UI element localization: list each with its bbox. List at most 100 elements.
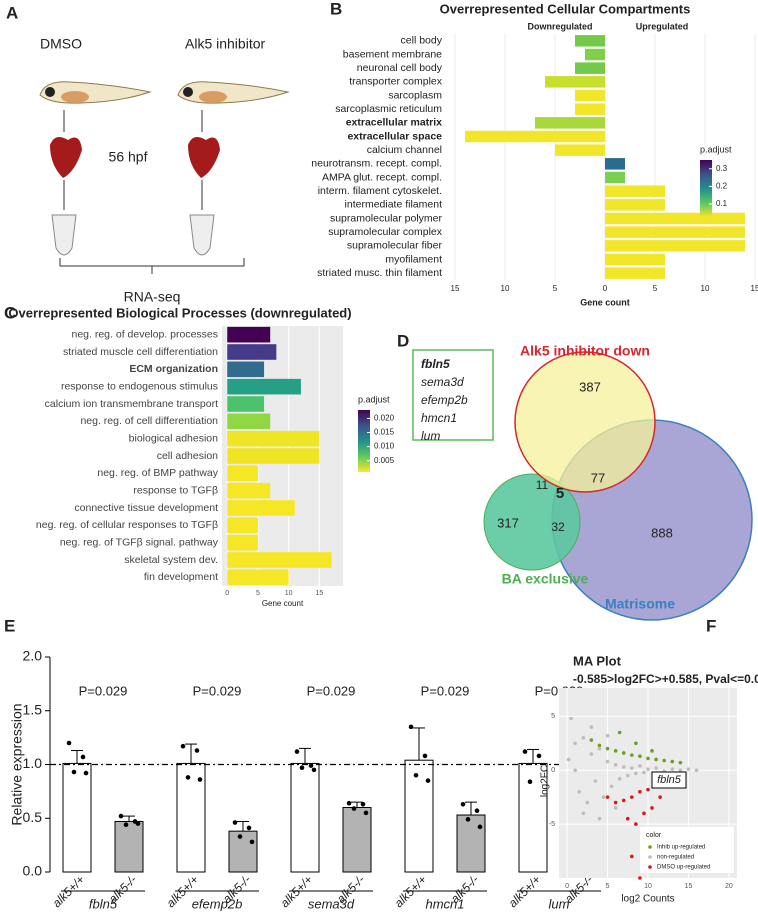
chart-title: Overrepresented Biological Processes (do… bbox=[8, 305, 351, 320]
y-tick-label: 0 bbox=[551, 767, 555, 774]
y-tick-label: 0.0 bbox=[23, 863, 43, 879]
data-point bbox=[617, 777, 622, 781]
x-axis-label: Gene count bbox=[580, 297, 630, 307]
y-tick-label: neuronal cell body bbox=[357, 62, 443, 74]
y-tick-label: extracellular space bbox=[347, 130, 442, 142]
annotation-box bbox=[651, 771, 687, 789]
p-value: P=0.029 bbox=[79, 683, 128, 698]
bar bbox=[227, 361, 265, 378]
data-point bbox=[646, 787, 650, 792]
data-point bbox=[135, 821, 141, 826]
data-point bbox=[630, 753, 634, 757]
method-label: RNA-seq bbox=[124, 289, 181, 305]
y-tick-label: sarcoplasm bbox=[388, 89, 442, 101]
data-point bbox=[422, 753, 428, 759]
data-point bbox=[605, 795, 610, 799]
panel-label: A bbox=[6, 3, 18, 22]
gene-box bbox=[412, 349, 494, 441]
count: 32 bbox=[551, 520, 565, 534]
data-point bbox=[581, 736, 586, 740]
panel-label: F bbox=[706, 616, 716, 635]
bar bbox=[342, 807, 372, 873]
y-tick-label: 0.5 bbox=[23, 809, 43, 825]
data-point bbox=[589, 738, 594, 742]
data-point bbox=[613, 763, 618, 767]
y-tick-label: connective tissue development bbox=[74, 502, 218, 514]
colorbar-tick-label: 0.015 bbox=[374, 428, 395, 437]
timepoint: 56 hpf bbox=[109, 149, 148, 165]
colorbar-tick-label: 0.020 bbox=[374, 414, 395, 423]
x-tick-label: 10 bbox=[701, 284, 710, 293]
x-tick-label: 10 bbox=[501, 284, 510, 293]
data-point bbox=[118, 813, 124, 819]
data-point bbox=[605, 733, 610, 738]
data-point bbox=[351, 806, 357, 811]
y-tick-label: 1.0 bbox=[23, 755, 43, 771]
bar bbox=[555, 144, 605, 156]
y-tick-label: neg. reg. of cell differentiation bbox=[80, 415, 218, 427]
data-point bbox=[646, 756, 650, 761]
data-point bbox=[413, 772, 419, 778]
group-label: efemp2b bbox=[192, 896, 243, 911]
gene: efemp2b bbox=[421, 393, 468, 407]
group-label: lum bbox=[549, 896, 570, 911]
data-point bbox=[581, 811, 586, 816]
data-point bbox=[625, 773, 630, 778]
y-tick-label: AMPA glut. recept. compl. bbox=[322, 171, 442, 183]
condition-label: Alk5 inhibitor bbox=[185, 36, 265, 52]
y-tick-label: neg. reg. of BMP pathway bbox=[97, 467, 218, 479]
colorbar-title: p.adjust bbox=[700, 144, 732, 154]
x-tick-label: 0 bbox=[225, 590, 229, 597]
data-point bbox=[71, 769, 77, 775]
y-tick-label: 5 bbox=[551, 713, 555, 720]
bar bbox=[227, 552, 332, 568]
data-point bbox=[589, 752, 594, 756]
count: 5 bbox=[556, 485, 564, 502]
heart bbox=[50, 136, 82, 178]
data-point bbox=[625, 816, 630, 821]
bar bbox=[404, 759, 434, 873]
data-point bbox=[650, 749, 654, 753]
x-tick-label: 10 bbox=[285, 590, 293, 597]
data-point bbox=[66, 740, 72, 746]
tube bbox=[51, 214, 77, 256]
data-point bbox=[638, 876, 642, 880]
data-point bbox=[294, 749, 300, 754]
data-point bbox=[83, 770, 89, 776]
set-label: Alk5 inhibitor down bbox=[520, 343, 650, 359]
x-tick-label: 5 bbox=[553, 284, 558, 293]
x-tick-label: 5 bbox=[606, 883, 610, 890]
bar bbox=[227, 448, 320, 464]
data-point bbox=[613, 800, 618, 805]
bar bbox=[518, 762, 548, 873]
count: 11 bbox=[536, 478, 549, 492]
y-tick-label: neg. reg. of cellular responses to TGFβ bbox=[36, 519, 218, 531]
bar bbox=[114, 820, 144, 873]
x-axis-label: log2 Counts bbox=[621, 894, 674, 905]
gene: lum bbox=[421, 429, 440, 443]
arrows bbox=[63, 110, 203, 210]
count: 317 bbox=[497, 515, 519, 530]
data-point bbox=[621, 751, 626, 755]
data-point bbox=[573, 741, 577, 746]
bar bbox=[227, 465, 258, 482]
bar bbox=[227, 326, 271, 343]
y-tick-label: 1.5 bbox=[23, 701, 43, 717]
bar bbox=[575, 35, 605, 47]
bar bbox=[605, 199, 665, 211]
bar bbox=[227, 482, 271, 499]
panel-label: C bbox=[4, 303, 16, 322]
data-point bbox=[425, 778, 431, 783]
data-point bbox=[80, 754, 86, 760]
data-point bbox=[638, 754, 642, 759]
y-tick-label: cell body bbox=[401, 35, 443, 47]
legend bbox=[640, 827, 734, 873]
data-point bbox=[465, 817, 471, 822]
y-tick-label: calcium channel bbox=[367, 144, 442, 156]
legend-label: non-regulated bbox=[657, 855, 694, 861]
y-tick-label: supramolecular polymer bbox=[330, 212, 443, 224]
bar bbox=[227, 430, 320, 447]
colorbar-title: p.adjust bbox=[358, 394, 390, 404]
gene: sema3d bbox=[421, 375, 464, 389]
